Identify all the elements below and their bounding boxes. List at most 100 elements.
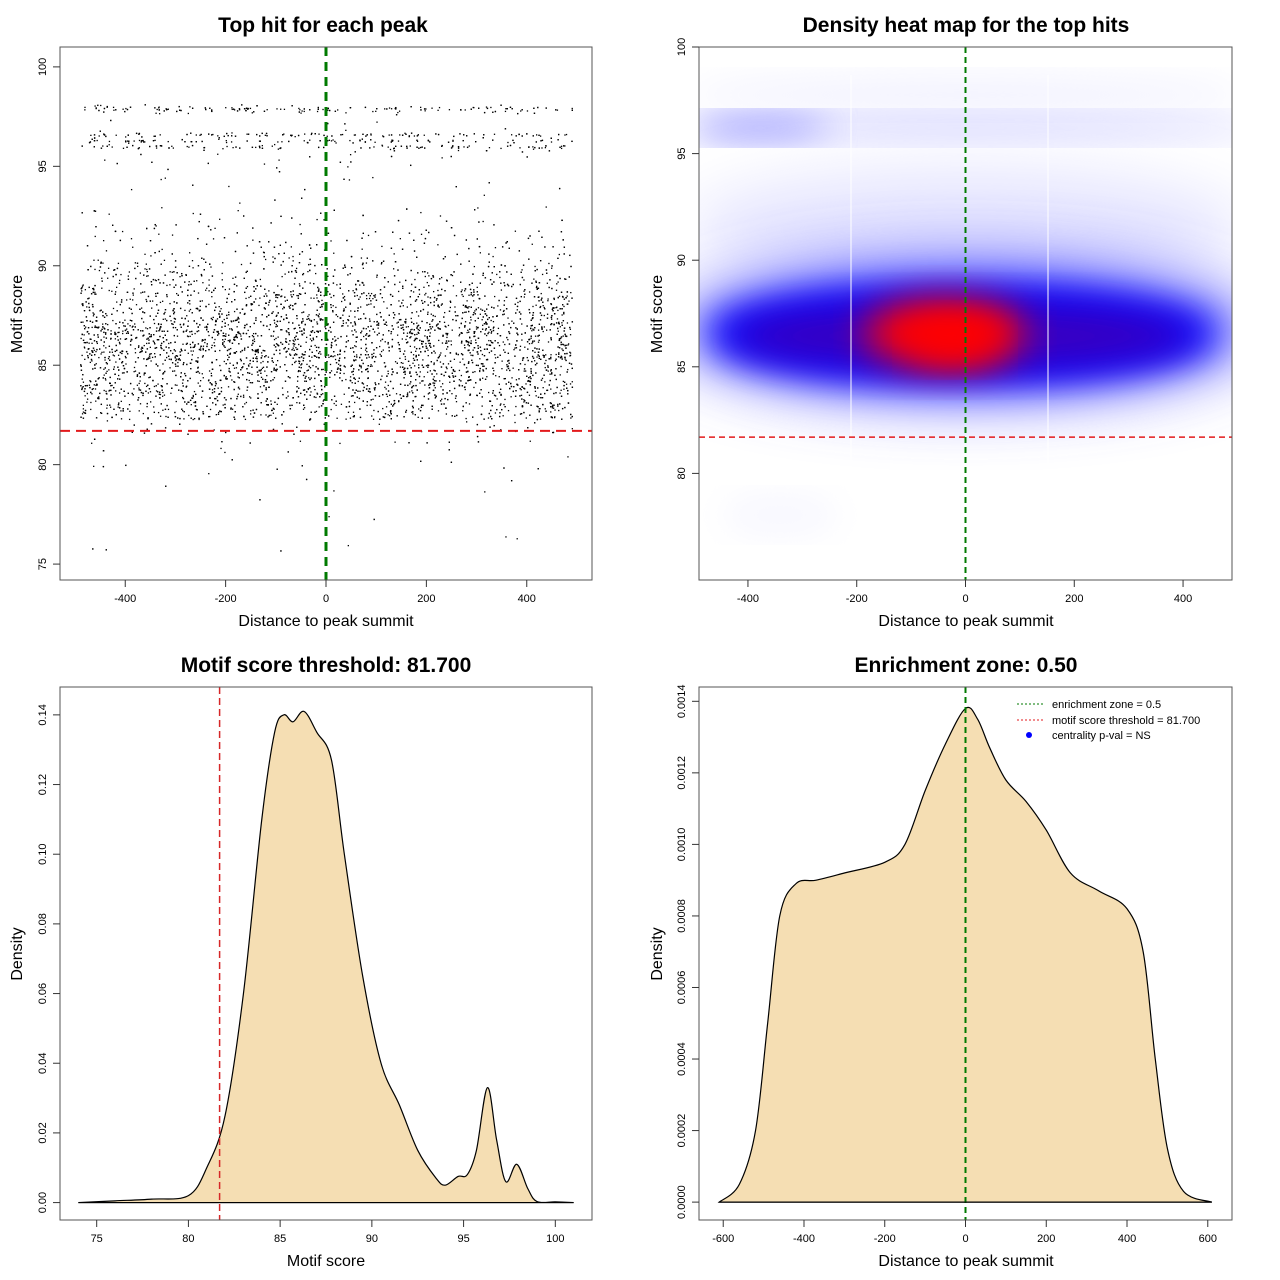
scatter-point <box>153 341 155 344</box>
scatter-point <box>159 393 162 396</box>
scatter-point <box>314 388 316 391</box>
scatter-point <box>433 382 436 384</box>
scatter-point <box>511 320 513 322</box>
scatter-point <box>143 344 145 347</box>
scatter-point <box>477 345 479 347</box>
scatter-point <box>314 377 316 380</box>
scatter-point <box>536 362 538 365</box>
scatter-point <box>208 370 211 372</box>
scatter-points <box>80 104 574 552</box>
scatter-point <box>94 105 96 107</box>
scatter-point <box>499 404 501 406</box>
scatter-point <box>217 331 219 334</box>
scatter-point <box>418 364 420 366</box>
scatter-point <box>100 353 102 355</box>
scatter-point <box>449 390 451 392</box>
scatter-point <box>484 277 487 279</box>
scatter-point <box>563 388 565 390</box>
scatter-point <box>420 146 422 149</box>
scatter-point <box>325 356 327 358</box>
scatter-point <box>342 322 345 325</box>
scatter-point <box>371 415 373 417</box>
scatter-point <box>407 326 409 328</box>
scatter-point <box>429 370 432 372</box>
scatter-point <box>528 343 531 345</box>
scatter-point <box>539 418 542 420</box>
scatter-point <box>419 382 421 384</box>
scatter-point <box>309 338 312 340</box>
scatter-point <box>149 346 151 349</box>
scatter-point <box>176 292 178 295</box>
scatter-point <box>267 304 270 306</box>
scatter-point <box>112 307 115 310</box>
scatter-point <box>543 326 546 328</box>
scatter-point <box>361 138 364 140</box>
scatter-point <box>492 316 494 318</box>
scatter-point <box>387 146 389 148</box>
scatter-point <box>407 395 409 397</box>
scatter-point <box>521 359 524 361</box>
scatter-point <box>305 478 308 481</box>
scatter-point <box>275 337 277 340</box>
scatter-point <box>328 415 330 417</box>
scatter-point <box>238 332 240 335</box>
scatter-point <box>148 376 150 379</box>
scatter-point <box>265 400 267 402</box>
scatter-point <box>342 314 344 316</box>
scatter-point <box>225 141 228 144</box>
scatter-point <box>176 358 178 360</box>
scatter-point <box>504 377 506 380</box>
scatter-point <box>146 270 148 273</box>
scatter-point <box>411 386 414 388</box>
scatter-point <box>503 403 505 406</box>
scatter-point <box>212 133 214 136</box>
scatter-point <box>381 145 384 147</box>
scatter-point <box>311 351 313 353</box>
scatter-point <box>332 355 334 358</box>
scatter-point <box>228 311 230 313</box>
scatter-point <box>216 331 218 333</box>
scatter-point <box>301 251 304 253</box>
scatter-point <box>440 386 442 388</box>
scatter-point <box>314 371 316 373</box>
scatter-point <box>147 295 150 298</box>
scatter-point <box>251 334 254 337</box>
scatter-point <box>101 287 103 289</box>
scatter-point <box>227 339 229 342</box>
scatter-point <box>158 106 160 108</box>
scatter-point <box>317 286 319 289</box>
scatter-point <box>298 360 300 362</box>
scatter-point <box>236 285 238 287</box>
scatter-point <box>220 447 222 450</box>
scatter-point <box>264 134 267 136</box>
scatter-point <box>122 147 125 149</box>
scatter-point <box>454 397 457 399</box>
scatter-point <box>218 312 220 315</box>
scatter-point <box>531 360 533 363</box>
scatter-point <box>514 303 516 305</box>
scatter-point <box>90 134 92 137</box>
scatter-point <box>173 334 176 337</box>
scatter-point <box>440 352 442 354</box>
scatter-point <box>222 262 224 264</box>
scatter-point <box>372 418 375 420</box>
scatter-point <box>468 294 470 296</box>
scatter-point <box>197 382 199 384</box>
scatter-point <box>430 313 432 315</box>
scatter-point <box>301 311 303 314</box>
scatter-point <box>384 413 387 415</box>
scatter-point <box>378 332 380 334</box>
scatter-point <box>437 410 440 412</box>
scatter-point <box>211 291 213 294</box>
scatter-point <box>343 295 346 298</box>
scatter-point <box>436 373 438 375</box>
scatter-point <box>533 340 536 342</box>
scatter-point <box>227 358 229 361</box>
scatter-point <box>186 145 188 148</box>
scatter-point <box>138 132 141 135</box>
scatter-point <box>397 326 399 328</box>
scatter-point <box>534 265 536 268</box>
scatter-point <box>545 206 547 208</box>
scatter-point <box>258 140 261 142</box>
scatter-point <box>217 330 219 333</box>
